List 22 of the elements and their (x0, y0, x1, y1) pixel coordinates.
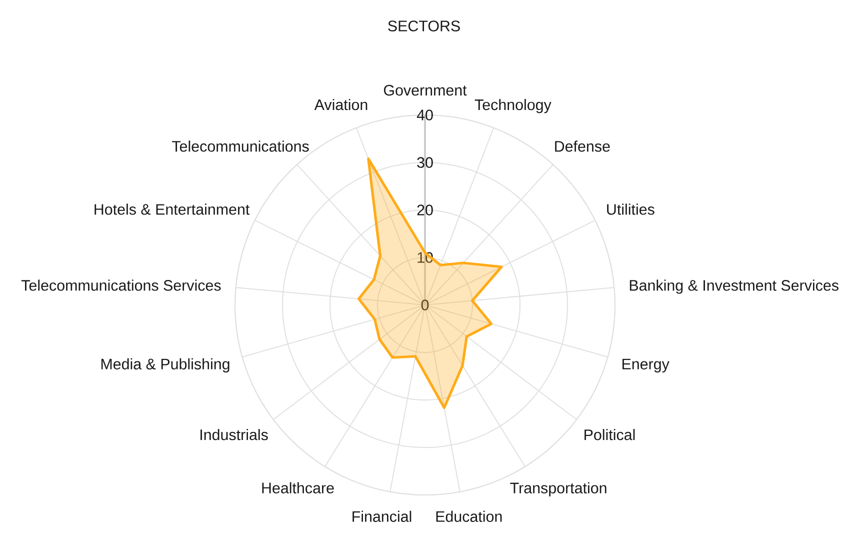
spoke-label: Financial (352, 510, 412, 522)
y-tick-label: 0 (421, 300, 429, 310)
spoke-label: Government (384, 84, 467, 96)
spoke-label: Media & Publishing (101, 358, 230, 372)
y-tick-label: 20 (417, 204, 433, 216)
spoke-label: Energy (622, 358, 670, 372)
spoke-label: Transportation (510, 482, 606, 496)
spoke-label: Banking & Investment Services (630, 280, 838, 294)
spoke-label: Education (436, 510, 502, 522)
spoke-label: Telecommunications Services (21, 280, 221, 291)
spoke-label: Defense (555, 140, 610, 152)
chart-title: SECTORS (388, 20, 460, 32)
spoke-label: Aviation (314, 98, 368, 110)
spoke-label: Telecommunications (172, 140, 309, 152)
spoke-label: Political (584, 429, 635, 440)
spoke-label: Industrials (200, 429, 268, 440)
spoke-label: Technology (474, 98, 552, 114)
spoke-label: Hotels & Entertainment (94, 204, 250, 215)
y-tick-label: 30 (417, 157, 433, 168)
spoke-label: Healthcare (262, 482, 334, 494)
y-tick-label: 40 (416, 110, 433, 120)
spoke-label: Utilities (607, 204, 654, 215)
